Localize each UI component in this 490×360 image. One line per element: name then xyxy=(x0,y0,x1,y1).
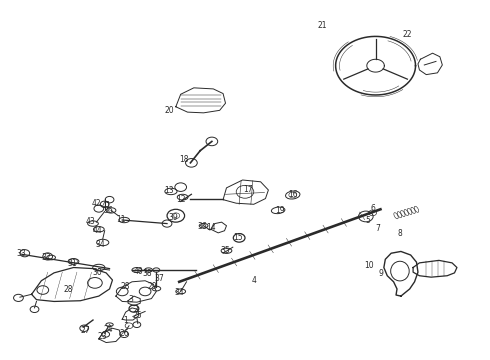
Text: 33: 33 xyxy=(16,249,26,258)
Text: 29: 29 xyxy=(147,282,157,291)
Text: 18: 18 xyxy=(179,155,189,164)
Text: 36: 36 xyxy=(197,222,207,231)
Text: 44: 44 xyxy=(93,225,102,234)
Text: 39: 39 xyxy=(168,213,178,222)
Text: 24: 24 xyxy=(104,325,113,334)
Text: 17: 17 xyxy=(243,185,253,194)
Text: 23: 23 xyxy=(98,332,107,341)
Text: 15: 15 xyxy=(233,233,243,242)
Text: 20: 20 xyxy=(165,106,174,115)
Text: 30: 30 xyxy=(92,268,102,277)
Text: 10: 10 xyxy=(365,261,374,270)
Text: 9: 9 xyxy=(378,269,383,278)
Text: 31: 31 xyxy=(67,260,77,269)
Text: 28: 28 xyxy=(64,285,74,294)
Text: 4: 4 xyxy=(251,275,256,284)
Text: 42: 42 xyxy=(92,199,101,208)
Text: 1: 1 xyxy=(123,315,128,324)
Text: 34: 34 xyxy=(95,240,105,249)
Text: 2: 2 xyxy=(133,305,138,314)
Text: 19: 19 xyxy=(275,206,285,215)
Text: 3: 3 xyxy=(128,295,133,304)
Text: 21: 21 xyxy=(317,21,327,30)
Text: 35: 35 xyxy=(220,246,230,255)
Text: 11: 11 xyxy=(116,215,125,224)
Text: 7: 7 xyxy=(375,224,380,233)
Text: 16: 16 xyxy=(288,190,297,199)
Text: 25: 25 xyxy=(132,311,142,320)
Text: 41: 41 xyxy=(101,201,111,210)
Text: 40: 40 xyxy=(134,267,144,276)
Text: 43: 43 xyxy=(85,217,95,226)
Text: 6: 6 xyxy=(370,204,375,213)
Text: 32: 32 xyxy=(41,253,51,262)
Text: 26: 26 xyxy=(120,329,129,338)
Text: 12: 12 xyxy=(176,195,185,204)
Text: 36: 36 xyxy=(104,206,114,215)
Text: 14: 14 xyxy=(206,222,216,231)
Text: 28: 28 xyxy=(121,282,130,291)
Text: 22: 22 xyxy=(402,30,412,39)
Text: 13: 13 xyxy=(165,186,174,195)
Text: 37: 37 xyxy=(155,274,165,283)
Text: 5: 5 xyxy=(366,216,370,225)
Text: 27: 27 xyxy=(80,326,90,335)
Text: 38: 38 xyxy=(143,269,152,278)
Text: 8: 8 xyxy=(397,229,402,238)
Text: 34: 34 xyxy=(174,288,184,297)
